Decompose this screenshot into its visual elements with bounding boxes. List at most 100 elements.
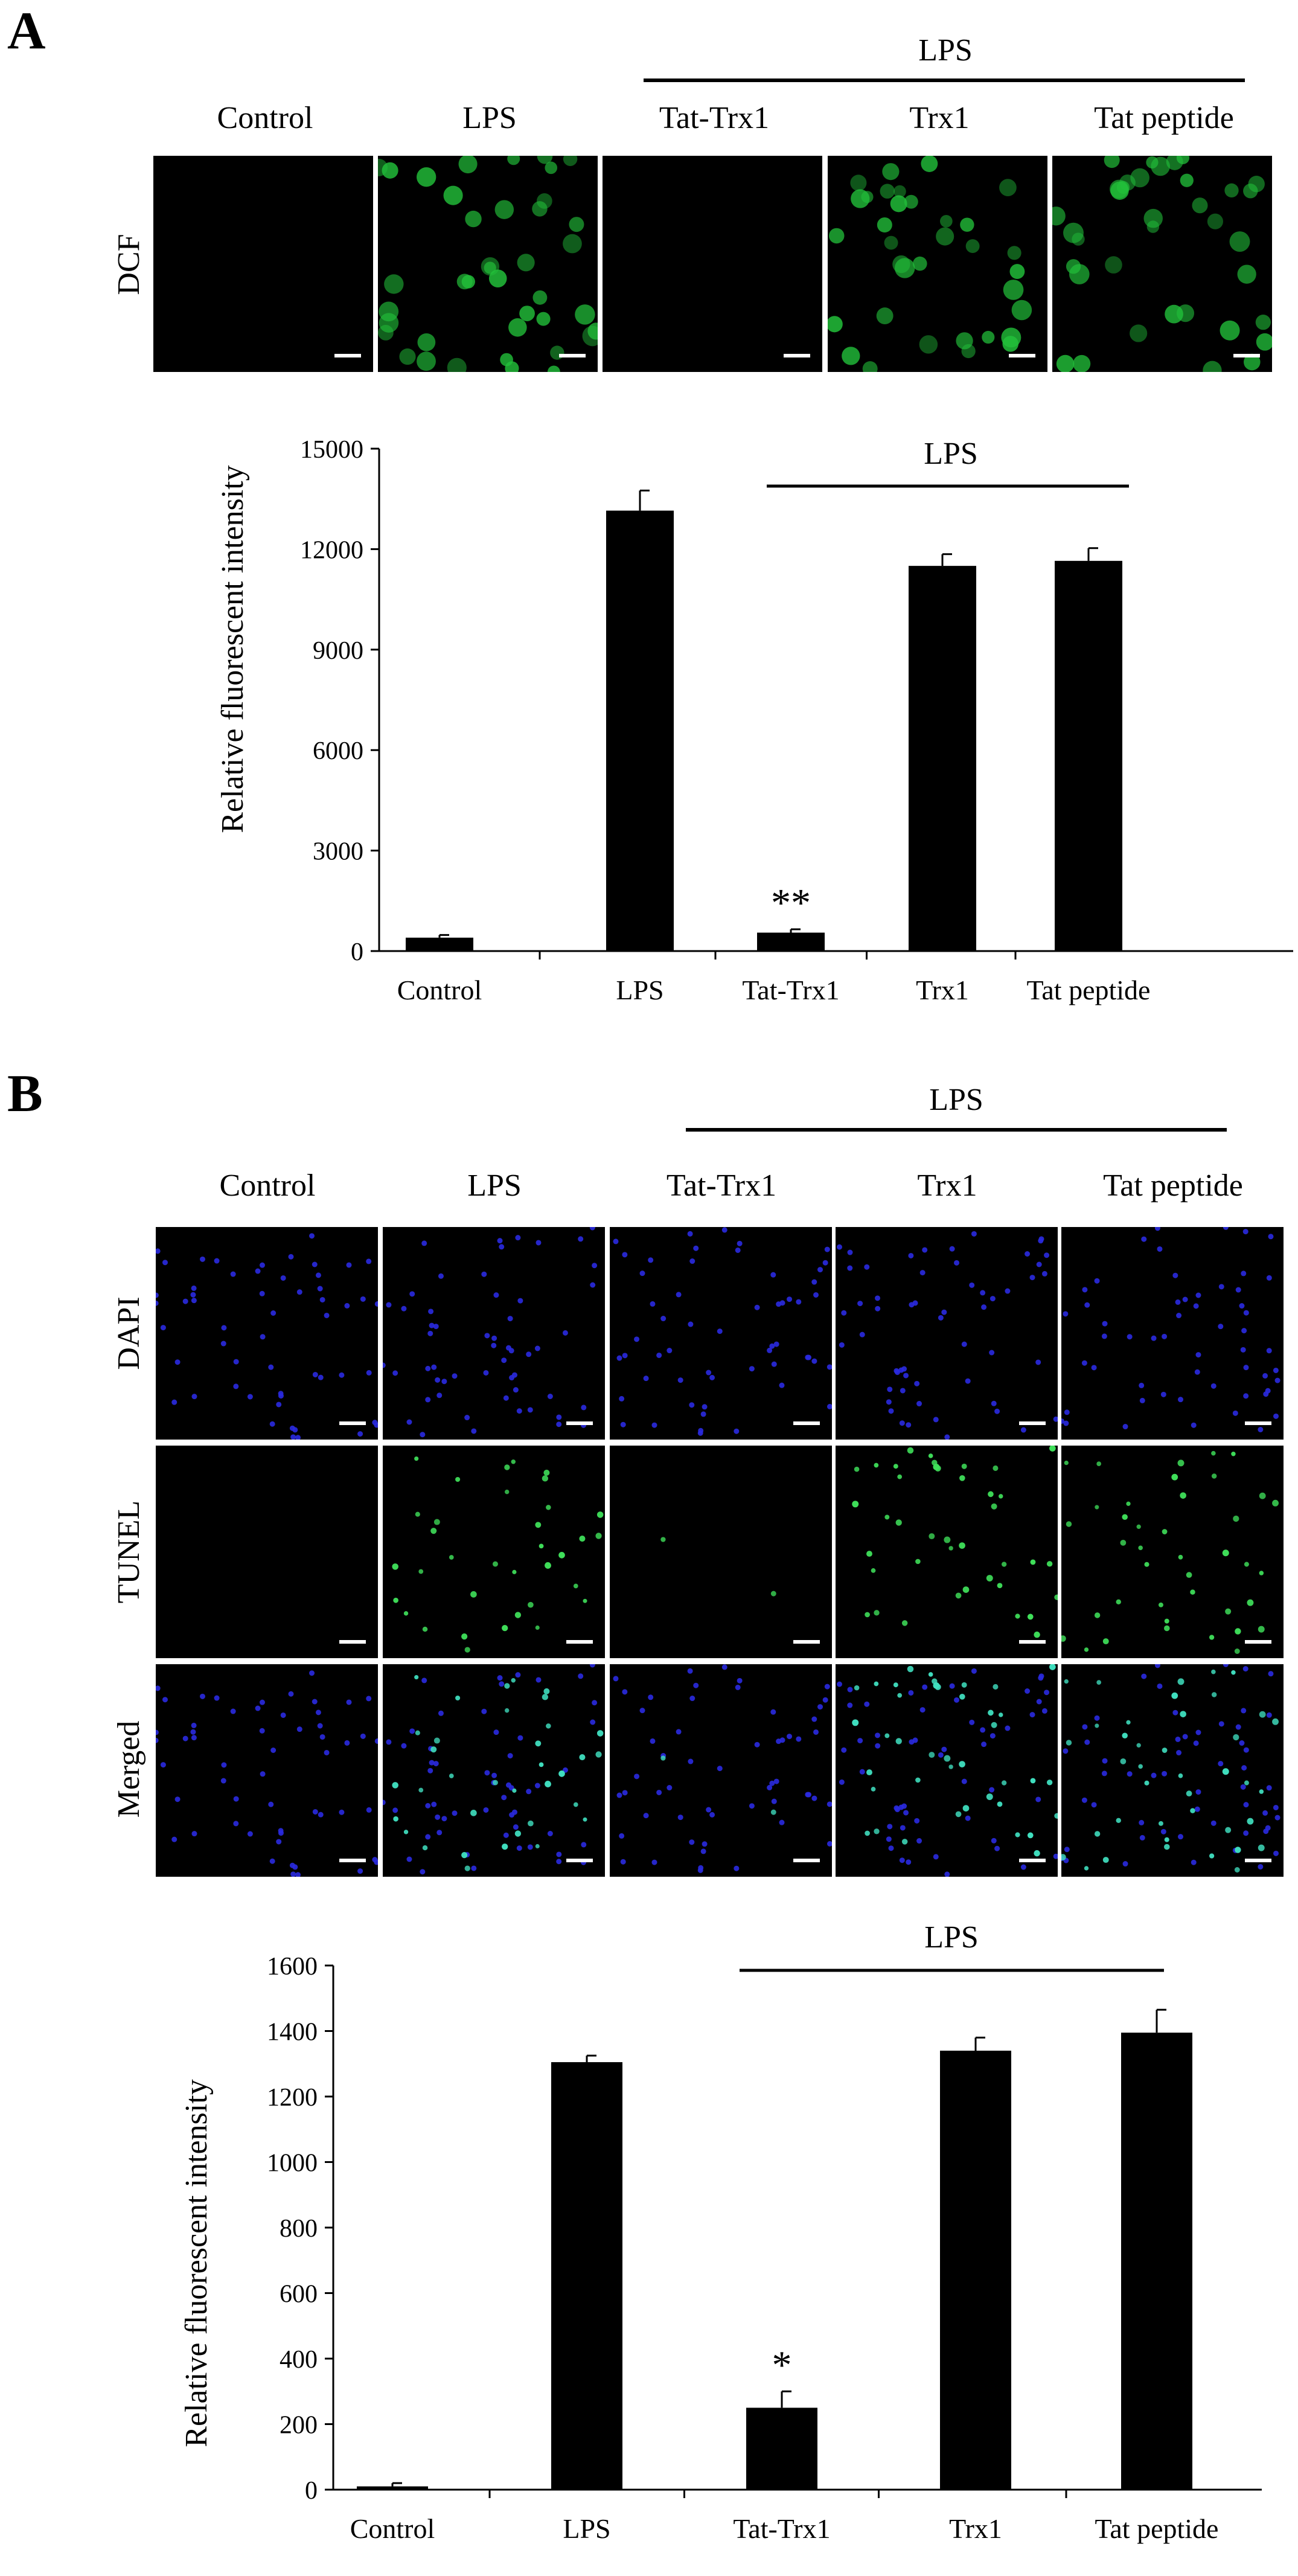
chart-a-ytick-label: 15000 — [300, 436, 363, 464]
micrograph-b-dapi-tat-peptide — [1061, 1227, 1284, 1440]
chart-b-ytick-label: 800 — [280, 2215, 318, 2243]
chart-a-ytick-label: 12000 — [300, 536, 363, 564]
panel-b-col-lps: LPS — [467, 1168, 522, 1203]
chart-a-ytick-label: 3000 — [313, 838, 363, 866]
scale-bar — [793, 1421, 820, 1425]
micrograph-b-dapi-lps — [383, 1227, 605, 1440]
scale-bar — [1245, 1640, 1271, 1644]
chart-b-ytick-label: 600 — [280, 2281, 318, 2308]
panel-b-col-tat-peptide: Tat peptide — [1103, 1168, 1243, 1203]
scale-bar — [339, 1421, 366, 1425]
scale-bar — [1009, 354, 1035, 357]
chart-b-category-label: Tat-Trx1 — [733, 2513, 830, 2544]
chart-a-bar-tat-peptide — [1055, 560, 1122, 951]
panel-a-lps-bracket — [644, 78, 1245, 82]
scale-bar — [784, 354, 810, 357]
chart-b: Relative fluorescent intensity 0 200 400 60… — [179, 1920, 1262, 2544]
chart-b-bar-tat-trx1 — [746, 2408, 817, 2490]
scale-bar — [566, 1421, 593, 1425]
chart-b-ytick-label: 0 — [305, 2477, 318, 2505]
scale-bar — [1019, 1859, 1046, 1862]
micrograph-b-merged-tat-peptide — [1061, 1664, 1284, 1877]
chart-a: Relative fluorescent intensity 0 3000 6000… — [216, 436, 1293, 1005]
chart-b-ytick-label: 1200 — [267, 2084, 318, 2112]
chart-a-category-label: LPS — [616, 975, 663, 1005]
panel-a-col-trx1: Trx1 — [909, 101, 970, 135]
panel-letter-a: A — [7, 2, 46, 60]
panel-a-col-control: Control — [217, 101, 313, 135]
micrograph-a-dcf-trx1 — [828, 156, 1047, 372]
micrograph-b-tunel-trx1 — [836, 1446, 1058, 1658]
panel-a-row-dcf: DCF — [112, 234, 146, 295]
chart-b-ytick-label: 1600 — [267, 1953, 318, 1981]
scale-bar — [1233, 354, 1260, 357]
chart-a-significance-marker: ** — [771, 881, 811, 925]
chart-b-significance-marker: * — [772, 2343, 792, 2387]
chart-b-category-label: Control — [350, 2513, 435, 2544]
micrograph-b-dapi-control — [156, 1227, 378, 1440]
chart-a-bar-trx1 — [909, 566, 976, 951]
panel-b-row-merged: Merged — [112, 1720, 146, 1818]
chart-b-ytick-label: 1400 — [267, 2019, 318, 2046]
chart-b-category-label: Trx1 — [949, 2513, 1002, 2544]
chart-a-bar-tat-trx1 — [757, 932, 825, 951]
chart-a-category-label: Control — [397, 975, 482, 1005]
panel-b-col-control: Control — [219, 1168, 316, 1203]
micrograph-a-dcf-tat-trx1 — [603, 156, 822, 372]
panel-a-lps-label: LPS — [918, 33, 973, 68]
chart-b-ytick-label: 400 — [280, 2346, 318, 2374]
chart-a-category-label: Trx1 — [916, 975, 969, 1005]
chart-a-category-label: Tat peptide — [1027, 975, 1151, 1005]
panel-letter-b: B — [7, 1065, 43, 1123]
micrograph-a-dcf-control — [153, 156, 373, 372]
micrograph-b-merged-lps — [383, 1664, 605, 1877]
panel-a-col-tat-trx1: Tat-Trx1 — [659, 101, 770, 135]
scale-bar — [339, 1859, 366, 1862]
chart-b-ytick-label: 200 — [280, 2412, 318, 2440]
scale-bar — [793, 1640, 820, 1644]
scale-bar — [1019, 1640, 1046, 1644]
scale-bar — [1245, 1859, 1271, 1862]
panel-b-lps-label: LPS — [929, 1083, 983, 1117]
panel-a-col-tat-peptide: Tat peptide — [1094, 101, 1234, 135]
chart-a-category-label: Tat-Trx1 — [742, 975, 839, 1005]
panel-b-col-tat-trx1: Tat-Trx1 — [666, 1168, 777, 1203]
chart-b-bar-trx1 — [940, 2051, 1011, 2490]
chart-b-bar-tat-peptide — [1121, 2033, 1192, 2490]
micrograph-b-tunel-tat-trx1 — [610, 1446, 832, 1658]
panel-b-lps-bracket — [686, 1128, 1227, 1132]
chart-a-ylabel: Relative fluorescent intensity — [216, 465, 250, 833]
panel-b-row-tunel: TUNEL — [112, 1500, 146, 1604]
scale-bar — [1019, 1421, 1046, 1425]
scale-bar — [334, 354, 361, 357]
micrograph-b-merged-control — [156, 1664, 378, 1877]
chart-b-bar-lps — [551, 2062, 622, 2490]
panel-a-col-lps: LPS — [462, 101, 517, 135]
scale-bar — [559, 354, 586, 357]
chart-a-ytick-label: 0 — [351, 938, 363, 966]
chart-a-lps-label: LPS — [924, 437, 978, 471]
panel-b-col-trx1: Trx1 — [917, 1168, 977, 1203]
chart-b-category-label: Tat peptide — [1095, 2513, 1219, 2544]
scale-bar — [339, 1640, 366, 1644]
scale-bar — [566, 1640, 593, 1644]
chart-b-lps-label: LPS — [924, 1920, 979, 1955]
chart-b-ylabel: Relative fluorescent intensity — [179, 2079, 214, 2447]
chart-b-ytick-label: 1000 — [267, 2150, 318, 2177]
chart-a-ytick-label: 6000 — [313, 737, 363, 765]
micrograph-b-tunel-control — [156, 1446, 378, 1658]
chart-b-category-label: LPS — [563, 2513, 610, 2544]
micrograph-b-merged-trx1 — [836, 1664, 1058, 1877]
chart-a-ytick-label: 9000 — [313, 637, 363, 665]
chart-a-bar-control — [406, 937, 473, 951]
micrograph-b-dapi-tat-trx1 — [610, 1227, 832, 1440]
micrograph-b-tunel-lps — [383, 1446, 605, 1658]
micrograph-b-merged-tat-trx1 — [610, 1664, 832, 1877]
scale-bar — [566, 1859, 593, 1862]
scale-bar — [793, 1859, 820, 1862]
chart-b-bar-control — [357, 2486, 428, 2490]
micrograph-a-dcf-lps — [378, 156, 598, 372]
micrograph-b-tunel-tat-peptide — [1061, 1446, 1284, 1658]
scale-bar — [1245, 1421, 1271, 1425]
panel-b-row-dapi: DAPI — [112, 1296, 146, 1370]
